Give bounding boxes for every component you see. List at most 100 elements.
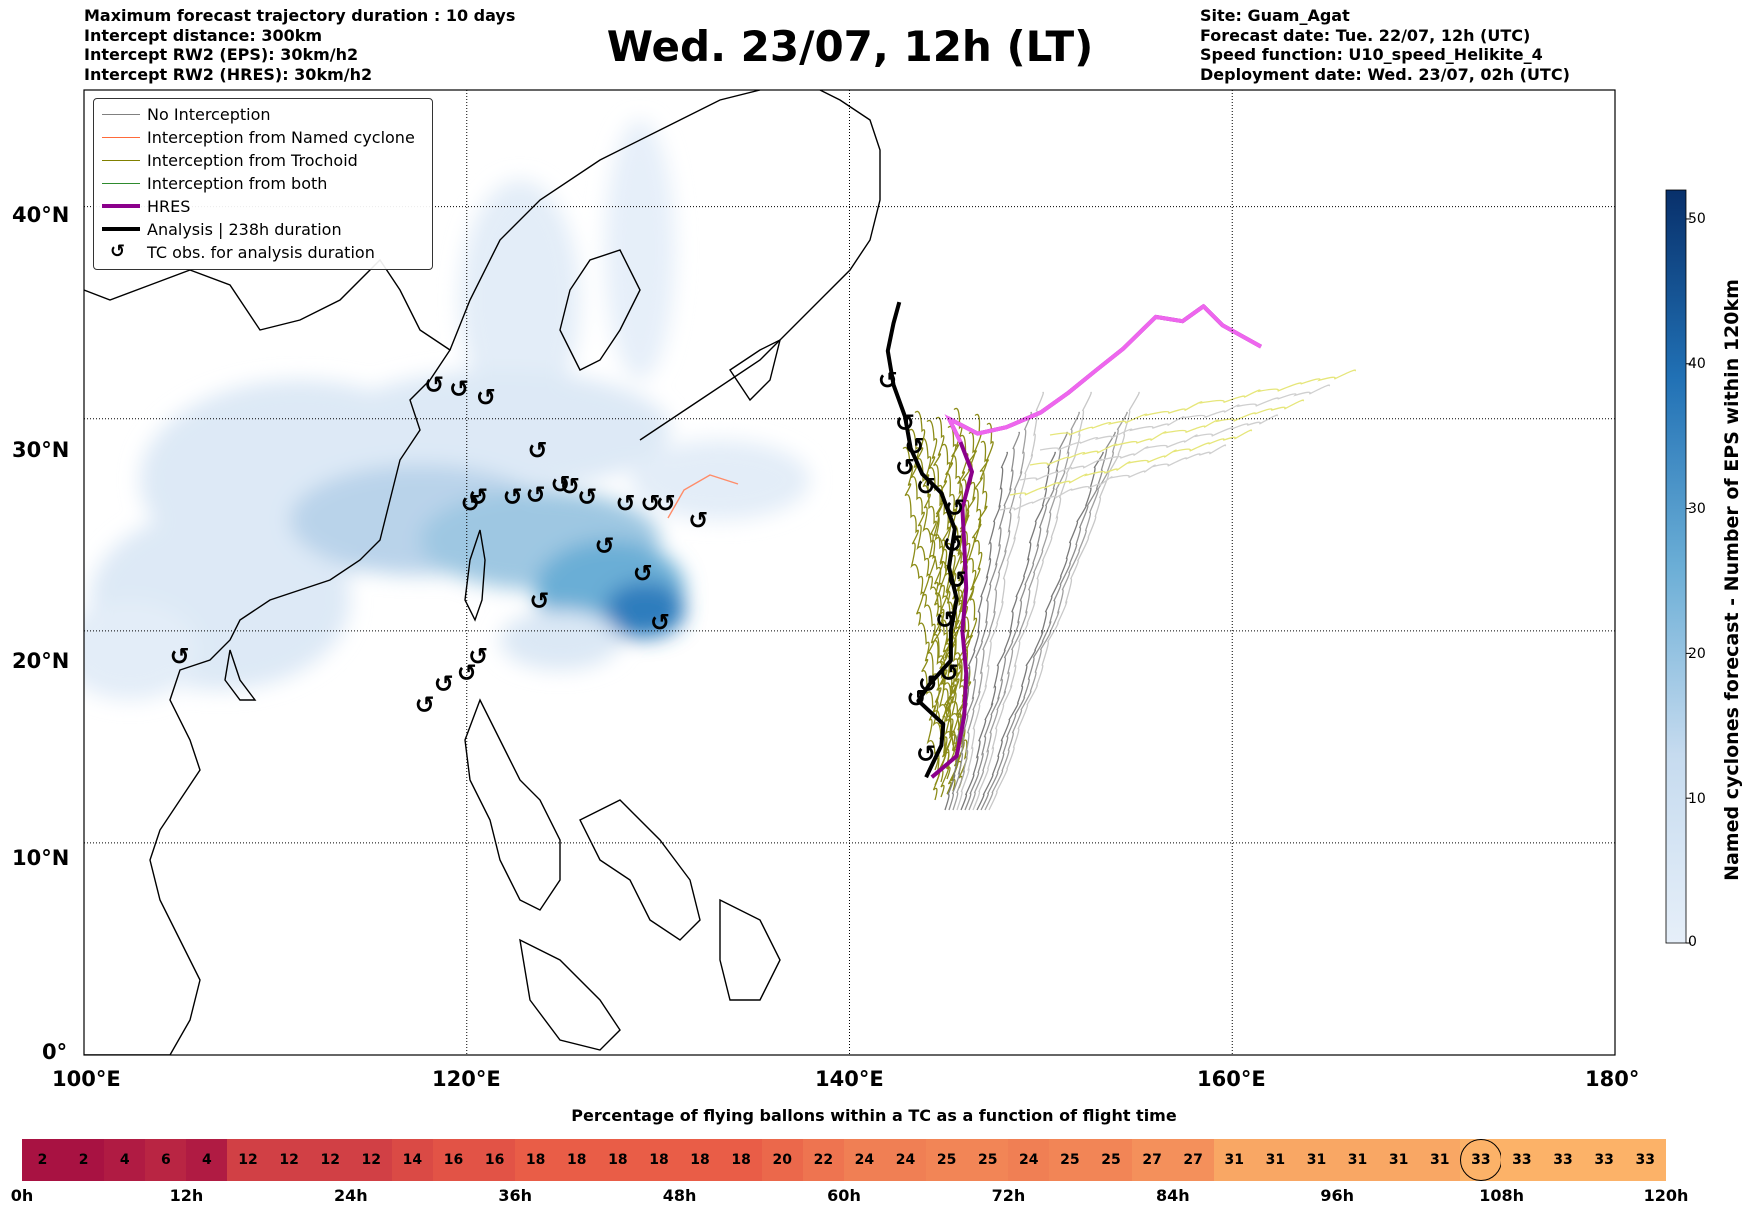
trochoid-track [945,425,957,780]
lon-tick-label: 160°E [1197,1067,1266,1091]
lat-tick-label: 30°N [12,438,70,462]
percentage-cell: 33 [1624,1139,1666,1181]
legend-item: Interception from both [94,172,432,195]
trochoid-track [933,416,945,771]
tc-obs-marker-icon: ↺ [468,642,488,670]
no-interception-track [964,431,1068,811]
percentage-bar: 2 2 4 6 4 12 12 12 12 14 16 16 18 18 18 18 18 18 20 22 24 24 2… [22,1139,1666,1181]
percentage-cell: 25 [967,1139,1009,1181]
colorbar-tick-label: 50 [1688,211,1706,227]
tc-obs-marker-icon: ↺ [656,490,676,518]
trochoid-tracks [902,407,994,801]
percentage-cell: 27 [1131,1139,1173,1181]
legend-item: ↺ TC obs. for analysis duration [94,241,432,264]
tc-obs-marker-icon: ↺ [560,473,580,501]
tc-obs-marker-icon: ↺ [906,685,926,713]
percentage-cell: 18 [515,1139,557,1181]
hres-track [930,304,1262,779]
percentage-cell: 33 [1459,1139,1502,1181]
percentage-cell: 16 [432,1139,475,1181]
lat-tick-label: 40°N [12,203,70,227]
legend: No Interception Interception from Named … [93,98,433,270]
header-left-line: Intercept RW2 (HRES): 30km/h2 [84,64,373,84]
tc-obs-marker-icon: ↺ [468,483,488,511]
no-interception-tracks [944,369,1357,811]
legend-label: Interception from Named cyclone [147,128,415,147]
percentage-cell: 12 [227,1139,269,1181]
grid [84,90,1615,1055]
percentage-cell: 31 [1378,1139,1420,1181]
chart-title: Wed. 23/07, 12h (LT) [606,22,1094,71]
tc-obs-marker-icon: ↺ [918,670,938,698]
tc-obs-marker-icon: ↺ [415,691,435,719]
header-left-line: Maximum forecast trajectory duration : 1… [84,6,516,25]
no-interception-track [999,444,1227,511]
no-interception-track [1039,384,1331,451]
percentage-tick-label: 48h [662,1186,697,1205]
no-interception-track [1049,369,1357,436]
percentage-cell: 33 [1542,1139,1584,1181]
no-interception-track [960,451,1056,811]
percentage-cell: 25 [1049,1139,1091,1181]
percentage-cell: 33 [1501,1139,1543,1181]
percentage-cell: 22 [802,1139,844,1181]
tc-obs-marker-icon: ↺ [503,483,523,511]
legend-item: Analysis | 238h duration [94,218,432,241]
percentage-cell: 18 [679,1139,721,1181]
tc-obs-marker-icon: ↺ [457,659,477,687]
lat-tick-label: 20°N [12,649,70,673]
percentage-cell: 24 [843,1139,885,1181]
percentage-cell: 27 [1172,1139,1214,1181]
trochoid-track [926,419,965,774]
tc-obs-marker-icon: ↺ [577,483,597,511]
tc-obs-marker-icon: ↺ [526,481,546,509]
percentage-tick-label: 24h [333,1186,368,1205]
bottom-bar-title: Percentage of flying ballons within a TC… [571,1106,1177,1125]
legend-swatch [102,183,140,184]
percentage-cell: 14 [391,1139,433,1181]
percentage-cell: 4 [104,1139,146,1181]
colorbar-tick-label: 30 [1688,501,1706,517]
no-interception-track [988,391,1140,811]
percentage-cell: 20 [761,1139,803,1181]
tc-obs-marker-icon: ↺ [528,437,548,465]
percentage-tick-label: 96h [1320,1186,1355,1205]
percentage-cell: 18 [720,1139,762,1181]
trochoid-track [908,428,947,783]
lon-tick-label: 140°E [815,1067,884,1091]
no-interception-track [980,431,1116,811]
trochoid-track [902,446,941,801]
percentage-cell: 31 [1213,1139,1255,1181]
header-right-line: Speed function: U10_speed_Helikite_4 [1200,45,1543,64]
legend-item: Interception from Trochoid [94,149,432,172]
tc-obs-marker-icon: ↺ [650,608,670,636]
tc-obs-marker-icon: ↺ [916,473,936,501]
header-left-line: Intercept RW2 (EPS): 30km/h2 [84,45,359,64]
legend-label: Analysis | 238h duration [147,220,342,239]
no-interception-track [1019,414,1279,481]
tc-obs-marker-icon: ↺ [529,587,549,615]
legend-label: TC obs. for analysis duration [147,243,375,262]
colorbar-tick-label: 10 [1688,791,1706,807]
named-cyclone-track [667,474,739,519]
percentage-tick-label: 12h [169,1186,204,1205]
header-right-line: Deployment date: Wed. 23/07, 02h (UTC) [1200,64,1570,84]
lon-tick-label: 100°E [52,1067,121,1091]
legend-swatch [102,227,140,231]
header-right-line: Forecast date: Tue. 22/07, 12h (UTC) [1200,25,1531,45]
colorbar-ticks [1686,218,1691,944]
percentage-tick-label: 72h [991,1186,1026,1205]
percentage-tick-label: 36h [498,1186,533,1205]
map-frame [83,89,1616,1056]
legend-swatch [102,114,140,115]
coastline [84,90,881,1055]
no-interception-track [1009,429,1253,496]
percentage-tick-label: 60h [827,1186,861,1205]
tc-obs-marker-icon: ↺ [594,532,614,560]
legend-label: No Interception [147,105,271,124]
percentage-cell: 12 [268,1139,310,1181]
legend-label: Interception from both [147,174,328,193]
tc-obs-marker-icon: ↺ [640,490,660,518]
no-interception-track [948,431,1021,811]
